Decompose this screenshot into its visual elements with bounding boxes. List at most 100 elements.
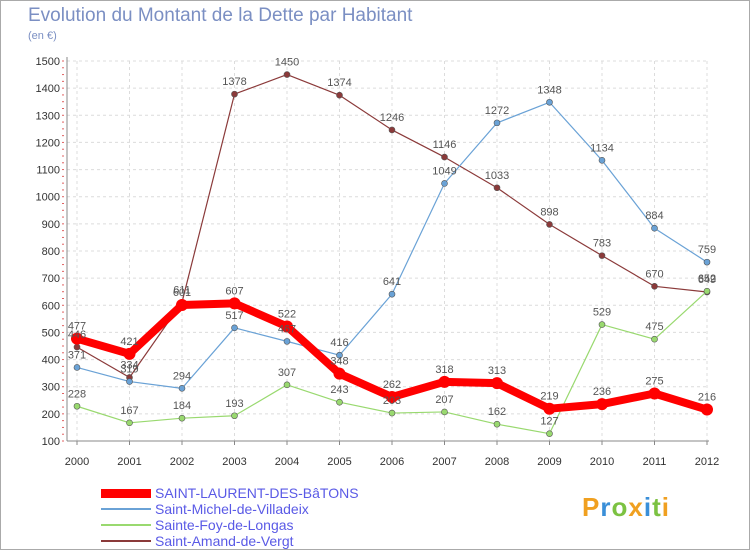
data-point [703, 287, 711, 295]
axes: 100 200 300 400 500 600 700 800 900 1000 1100 1200 1… [36, 56, 720, 468]
data-point [546, 98, 553, 106]
data-point [598, 252, 606, 259]
data-label: 184 [173, 400, 191, 412]
data-point [283, 71, 291, 78]
data-label: 228 [68, 388, 86, 400]
data-label: 601 [173, 287, 191, 299]
data-label: 416 [330, 337, 348, 349]
data-point [598, 157, 606, 164]
data-label: 1450 [275, 57, 299, 69]
data-label: 203 [383, 395, 401, 407]
legend-label: Saint-Amand-de-Vergt [155, 533, 294, 549]
data-point [438, 375, 451, 388]
data-point [126, 378, 133, 385]
y-tick-label: 800 [42, 246, 60, 258]
data-label: 334 [120, 359, 138, 371]
data-point [178, 414, 186, 422]
x-tick-label: 2012 [695, 456, 719, 468]
x-tick-label: 2004 [275, 456, 299, 468]
data-label: 319 [120, 364, 138, 376]
data-label: 127 [540, 416, 558, 428]
y-tick-label: 400 [42, 355, 60, 367]
x-tick-label: 2009 [537, 456, 561, 468]
data-label: 446 [68, 329, 86, 341]
x-tick-label: 2006 [380, 456, 404, 468]
data-point [126, 419, 133, 427]
legend-swatch [101, 508, 151, 510]
data-point [493, 119, 501, 127]
data-point [281, 320, 293, 333]
data-point [71, 332, 83, 345]
y-tick-label: 1200 [36, 137, 60, 149]
data-label: 318 [435, 364, 453, 376]
data-label: 219 [540, 391, 558, 403]
data-label: 1374 [327, 77, 351, 89]
data-point [283, 381, 291, 389]
data-point [651, 335, 658, 343]
legend-label: Saint-Michel-de-Villadeix [155, 501, 309, 517]
legend-item: Saint-Michel-de-Villadeix [101, 501, 359, 517]
data-point [388, 409, 396, 417]
data-point [441, 408, 448, 416]
x-tick-label: 2007 [432, 456, 456, 468]
logo-letter: x [628, 492, 644, 522]
data-point [701, 403, 713, 416]
data-label: 641 [383, 276, 401, 288]
y-tick-label: 1300 [36, 110, 60, 122]
data-point [703, 258, 711, 266]
data-point [231, 90, 238, 98]
data-point [73, 364, 81, 371]
x-tick-label: 2005 [327, 456, 351, 468]
data-point [123, 347, 136, 360]
data-label: 1033 [485, 170, 509, 182]
data-point [178, 385, 186, 392]
legend-item: SAINT-LAURENT-DES-BâTONS [101, 485, 359, 501]
data-label: 193 [225, 398, 243, 410]
y-tick-label: 300 [42, 382, 60, 394]
proxiti-logo: Proxiti [582, 492, 670, 523]
logo-letter: t [652, 492, 662, 522]
data-label: 467 [278, 323, 296, 335]
data-label: 475 [645, 321, 663, 333]
data-label: 783 [593, 238, 611, 250]
data-point [651, 224, 658, 232]
data-point [543, 402, 556, 415]
y-tick-label: 1100 [36, 165, 60, 177]
legend-label: Sainte-Foy-de-Longas [155, 517, 294, 533]
y-tick-label: 500 [42, 327, 60, 339]
data-label: 371 [68, 349, 86, 361]
legend-swatch [101, 524, 151, 526]
legend: SAINT-LAURENT-DES-BâTONS Saint-Michel-de… [101, 485, 359, 549]
y-tick-label: 600 [42, 300, 60, 312]
data-label: 1246 [380, 112, 404, 124]
y-tick-label: 1500 [36, 56, 60, 68]
y-tick-label: 1000 [36, 192, 60, 204]
data-point [386, 391, 398, 404]
gridlines [67, 60, 709, 442]
value-labels: 446 334 611 1378 1450 1374 1246 1146 1033 898 783 6… [68, 57, 716, 428]
data-label: 611 [173, 284, 191, 296]
logo-letter: i [661, 492, 670, 522]
data-label: 477 [68, 321, 86, 333]
data-label: 1134 [590, 142, 614, 154]
legend-swatch [101, 488, 151, 498]
data-label: 652 [698, 273, 716, 285]
data-label: 898 [540, 206, 558, 218]
y-tick-label: 1400 [36, 83, 60, 95]
y-tick-label: 900 [42, 219, 60, 231]
data-label: 1378 [222, 76, 246, 88]
data-label: 275 [645, 376, 663, 388]
chart-subtitle: (en €) [28, 30, 57, 42]
data-label: 1348 [537, 84, 561, 96]
x-tick-label: 2000 [65, 456, 89, 468]
y-tick-label: 100 [42, 436, 60, 448]
data-label: 167 [120, 405, 138, 417]
data-label: 649 [698, 274, 716, 286]
data-label: 670 [645, 268, 663, 280]
data-point [491, 377, 503, 390]
data-label: 313 [488, 365, 506, 377]
data-point [493, 184, 501, 192]
y-tick-label: 700 [42, 273, 60, 285]
data-point [546, 221, 553, 228]
data-point [176, 299, 188, 312]
